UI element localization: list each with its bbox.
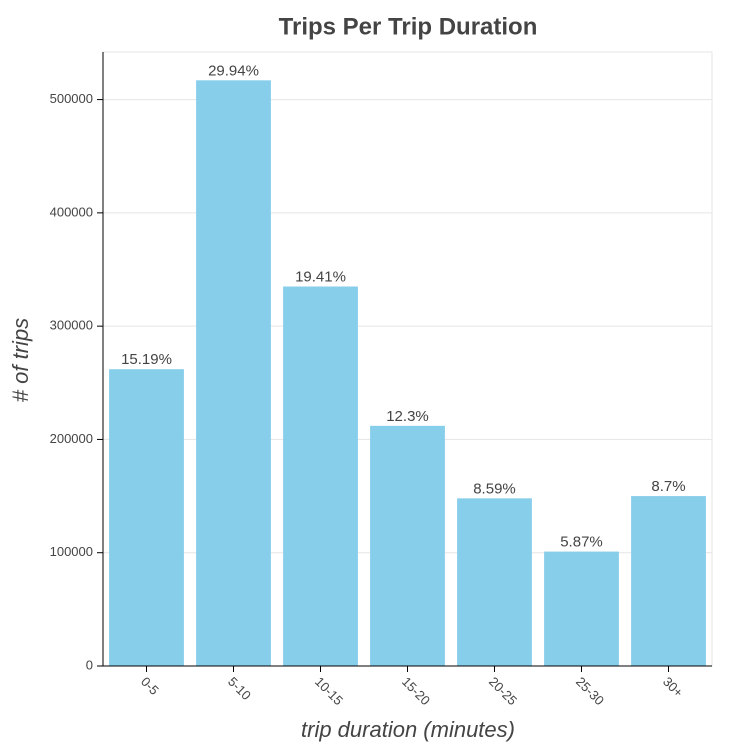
bars [109,80,706,666]
bar [109,369,184,666]
bar [370,425,445,666]
bar-label: 29.94% [208,62,259,79]
bar [457,498,532,666]
y-axis-label: # of trips [8,318,33,402]
bar [196,80,271,666]
bar-label: 8.7% [651,478,685,495]
bar [631,496,706,666]
x-tick-label: 20-25 [486,674,520,708]
bar-label: 19.41% [295,268,346,285]
bar-label: 5.87% [560,534,603,551]
y-tick-label: 200000 [50,431,93,446]
y-tick-label: 500000 [50,91,93,106]
x-tick-label: 0-5 [138,674,162,698]
chart-title: Trips Per Trip Duration [279,13,538,40]
y-tick-label: 0 [86,657,93,672]
x-tick-label: 25-30 [573,674,607,708]
bar-label: 15.19% [121,351,172,368]
bar-label: 8.59% [473,480,516,497]
bar-label: 12.3% [386,408,429,425]
bar [544,551,619,666]
bar [283,286,358,666]
y-tick-label: 400000 [50,204,93,219]
y-tick-label: 300000 [50,318,93,333]
x-tick-label: 15-20 [399,674,433,708]
x-tick-label: 30+ [660,674,686,700]
y-tick-label: 100000 [50,544,93,559]
x-axis-label: trip duration (minutes) [301,717,515,742]
x-tick-label: 10-15 [312,674,346,708]
x-tick-label: 5-10 [225,674,254,703]
